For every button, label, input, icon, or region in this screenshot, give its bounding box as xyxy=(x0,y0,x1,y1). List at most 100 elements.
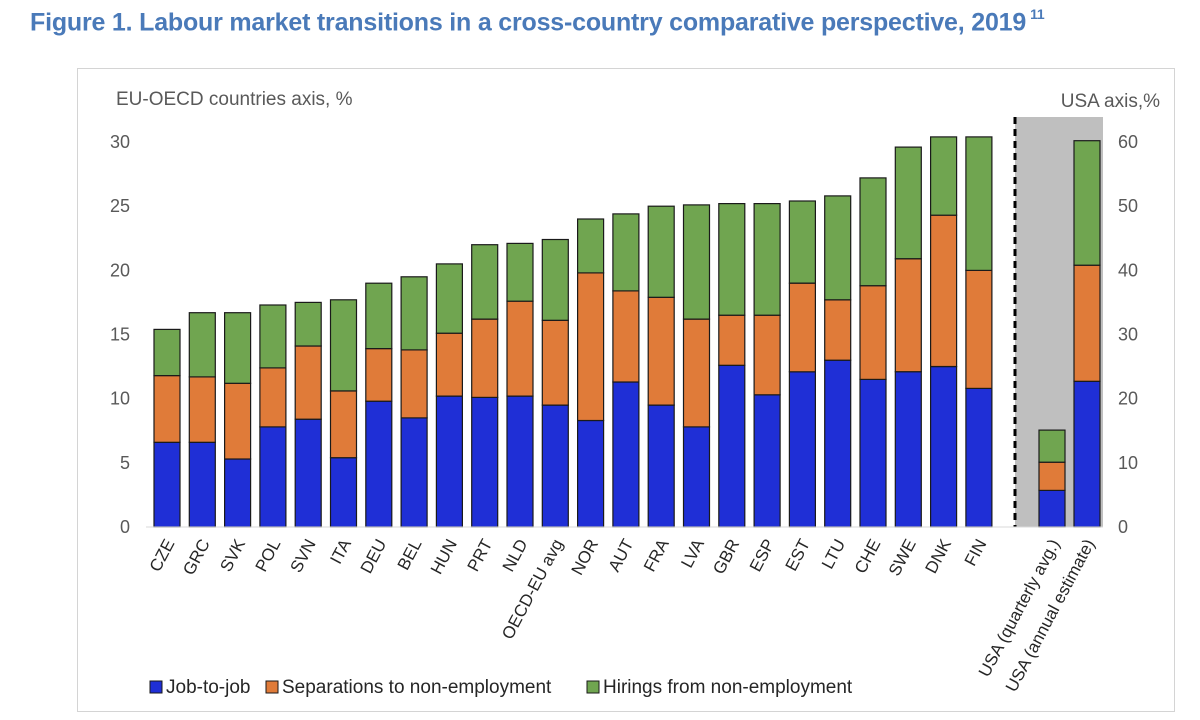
right-tick-label: 30 xyxy=(1118,325,1138,345)
bar-segment xyxy=(365,348,393,402)
figure-title: Figure 1. Labour market transitions in a… xyxy=(30,6,1045,37)
bar-segment xyxy=(400,417,428,528)
category-label: HUN xyxy=(427,536,461,577)
bar-segment xyxy=(894,371,922,528)
figure-title-text: Figure 1. Labour market transitions in a… xyxy=(30,8,1027,37)
bar-segment xyxy=(682,204,711,320)
bar-segment xyxy=(965,269,993,390)
bar-segment xyxy=(788,282,817,373)
left-axis-label: EU-OECD countries axis, % xyxy=(116,89,353,110)
bar-segment xyxy=(153,441,181,528)
bar-segment xyxy=(471,244,499,320)
bar-segment xyxy=(753,314,781,396)
bar-segment xyxy=(965,136,993,272)
left-tick-label: 10 xyxy=(110,389,130,409)
category-label: LVA xyxy=(677,535,708,571)
bar-segment xyxy=(153,328,181,377)
bar-segment xyxy=(929,136,958,216)
right-tick-label: 40 xyxy=(1118,260,1138,280)
bar-segment xyxy=(718,364,746,528)
left-tick-label: 5 xyxy=(120,453,130,473)
category-label: DNK xyxy=(921,535,955,576)
bar-segment xyxy=(435,332,463,397)
left-tick-label: 30 xyxy=(110,132,130,152)
bar-segment xyxy=(259,367,287,428)
category-label: PRT xyxy=(464,536,497,575)
bar-segment xyxy=(1038,429,1066,463)
bar-segment xyxy=(294,301,322,347)
labour-market-chart: EU-OECD countries axis, % USA axis,% 0 5 1… xyxy=(110,89,1160,698)
category-label: NLD xyxy=(499,536,532,575)
bar-segment xyxy=(188,312,216,378)
category-labels: CZE GRC SVK POL SVN ITA DEU BEL HUN PRT NLDOECD-EU… xyxy=(146,535,1099,695)
left-tick-label: 0 xyxy=(120,517,130,537)
right-tick-label: 60 xyxy=(1118,132,1138,152)
category-label: FIN xyxy=(961,536,991,569)
bar-segment xyxy=(647,296,675,406)
category-label: ITA xyxy=(326,535,355,567)
bar-segment xyxy=(824,359,852,528)
right-tick-label: 50 xyxy=(1118,196,1138,216)
category-label: SWE xyxy=(885,536,920,579)
right-tick-label: 0 xyxy=(1118,517,1128,537)
bar-segment xyxy=(612,290,640,383)
category-label: EST xyxy=(782,536,814,574)
bar-segment xyxy=(1038,461,1066,492)
category-label: CZE xyxy=(146,536,179,575)
category-label: SVN xyxy=(287,536,320,576)
category-label: SVK xyxy=(216,535,249,575)
category-label: LTU xyxy=(818,536,849,572)
bar-segment xyxy=(506,395,534,528)
bar-segment xyxy=(471,396,499,528)
bar-segment xyxy=(435,263,463,334)
category-label: DEU xyxy=(357,536,391,577)
right-axis-ticks: 0 10 20 30 40 50 60 xyxy=(1118,132,1138,537)
bar-segment xyxy=(788,371,817,528)
bar-segment xyxy=(329,299,358,392)
figure-footnote: 11 xyxy=(1030,6,1045,22)
bar-segment xyxy=(753,394,781,528)
bar-segment xyxy=(224,458,252,528)
bar-segment xyxy=(365,400,393,528)
bar-segment xyxy=(824,299,852,361)
bar-segment xyxy=(718,314,746,366)
bar-segment xyxy=(859,177,887,287)
bar-segment xyxy=(400,349,428,419)
bar-segment xyxy=(894,146,922,260)
bar-segment xyxy=(929,214,958,368)
category-label: AUT xyxy=(605,536,638,575)
legend-label: Separations to non-employment xyxy=(282,677,552,698)
bar-segment xyxy=(224,382,252,460)
bar-segment xyxy=(435,395,463,528)
left-tick-label: 20 xyxy=(110,260,130,280)
bar-segment xyxy=(753,203,781,316)
bar-segment xyxy=(612,213,640,292)
bar-segment xyxy=(577,419,605,528)
legend-label: Hirings from non-employment xyxy=(603,677,853,698)
category-label: GRC xyxy=(179,536,214,578)
bar-segment xyxy=(647,404,675,528)
bar-segment xyxy=(506,300,534,397)
bar-segment xyxy=(329,390,358,459)
category-label: BEL xyxy=(394,536,426,573)
legend-swatch xyxy=(265,680,279,694)
bar-segment xyxy=(859,378,887,528)
bar-segment xyxy=(718,203,746,316)
bar-segment xyxy=(294,418,322,528)
legend: Job-to-job Separations to non-employment H… xyxy=(149,677,853,698)
chart-frame: EU-OECD countries axis, % USA axis,% 0 5 1… xyxy=(77,68,1175,712)
bar-segment xyxy=(400,276,428,351)
left-axis-ticks: 0 5 10 15 20 25 30 xyxy=(110,132,130,537)
bar-segment xyxy=(682,318,711,428)
bar-segment xyxy=(329,457,358,528)
right-tick-label: 20 xyxy=(1118,389,1138,409)
bar-segment xyxy=(612,381,640,528)
bar-segment xyxy=(541,238,569,321)
bar-segment xyxy=(471,318,499,399)
legend-swatch xyxy=(586,680,600,694)
bar-segment xyxy=(647,205,675,298)
bar-segment xyxy=(153,375,181,443)
right-axis-label: USA axis,% xyxy=(1061,91,1160,112)
bar-segment xyxy=(506,242,534,302)
bar-segment xyxy=(965,387,993,528)
